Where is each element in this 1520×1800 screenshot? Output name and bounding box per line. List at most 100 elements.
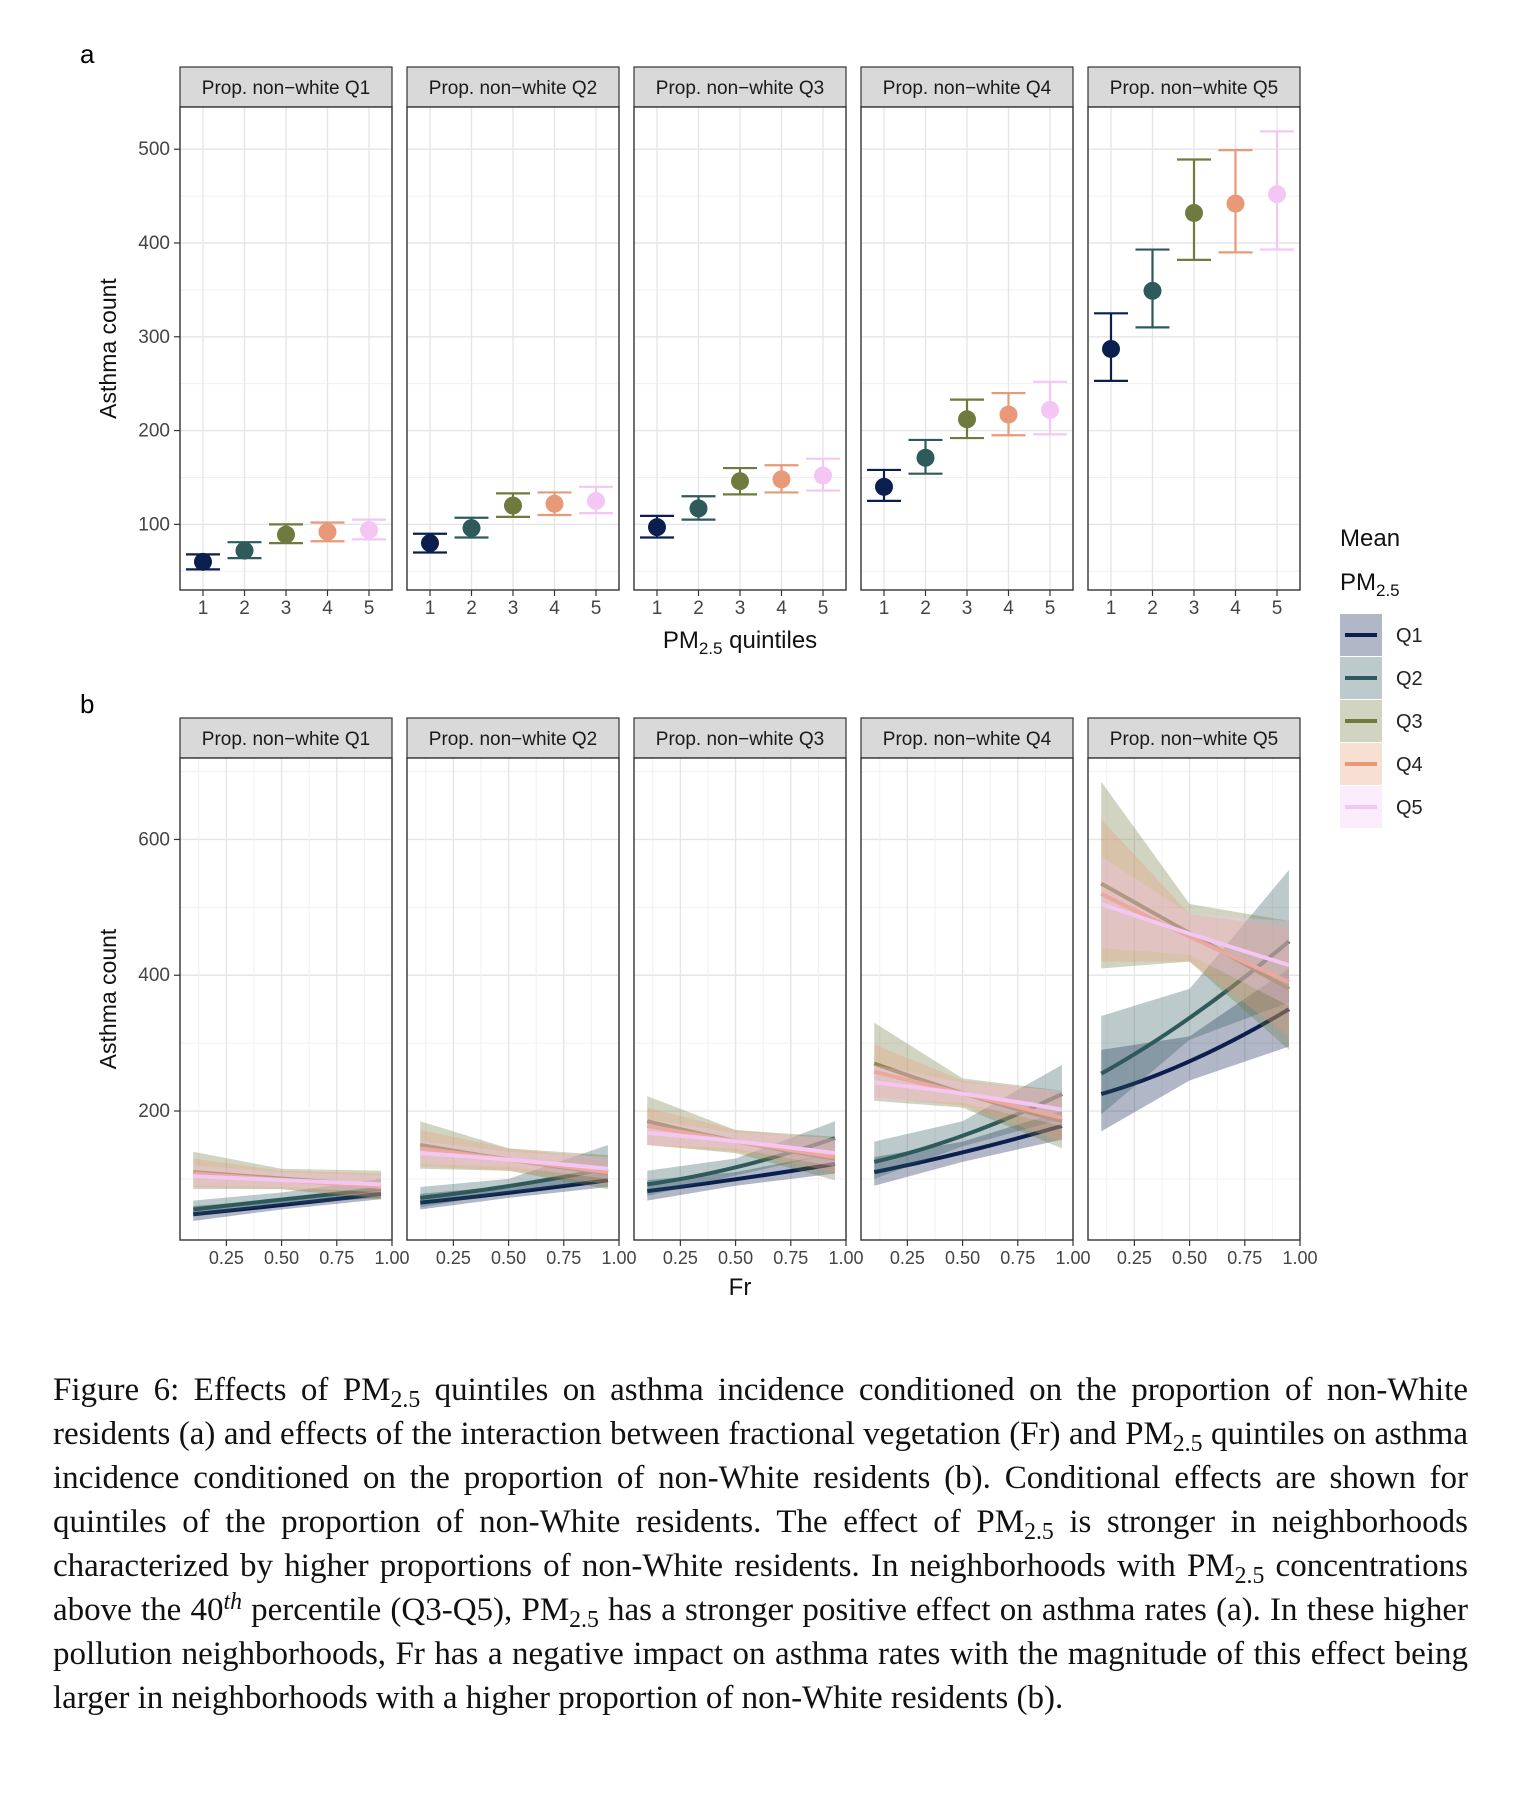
- x-tick-label: 0.25: [209, 1248, 244, 1268]
- panel-b-facet-5: Prop. non−white Q5 0.25 0.50 0.75 1.00: [1087, 717, 1318, 1268]
- confidence-ribbon: [420, 1130, 608, 1185]
- mean-marker: [689, 499, 708, 518]
- series-Q1: [647, 1153, 836, 1201]
- mean-marker: [958, 410, 976, 429]
- x-tick-label: 0.50: [491, 1248, 526, 1268]
- x-tick-label: 0.50: [718, 1248, 753, 1268]
- series-Q5: [647, 1119, 836, 1167]
- x-tick-label: 3: [962, 598, 973, 619]
- fit-line: [420, 1178, 609, 1205]
- mean-marker: [587, 491, 605, 510]
- point-Q1: [413, 532, 447, 554]
- x-tick-label: 5: [364, 598, 375, 619]
- mean-marker: [731, 472, 749, 491]
- legend-item-label: Q5: [1396, 797, 1423, 819]
- confidence-ribbon: [420, 1121, 608, 1190]
- panel-b-facet-4: Prop. non−white Q4 0.25 0.50 0.75 1.00: [860, 717, 1091, 1268]
- fit-line: [1100, 891, 1290, 984]
- x-tick-label: 0.50: [1172, 1248, 1207, 1268]
- y-tick-label: 600: [138, 829, 170, 850]
- series-Q5: [193, 1165, 382, 1193]
- x-tick-label: 4: [776, 598, 787, 619]
- fit-line: [420, 1151, 609, 1171]
- series-Q5: [874, 1064, 1063, 1126]
- confidence-ribbon: [193, 1158, 381, 1198]
- facet-strip-label: Prop. non−white Q3: [656, 78, 824, 99]
- mean-marker: [814, 466, 832, 485]
- y-tick-label: 200: [138, 1101, 170, 1122]
- x-tick-label: 5: [1045, 598, 1056, 619]
- plot-border: [406, 757, 620, 1241]
- x-tick-label: 1: [425, 598, 436, 619]
- point-Q5: [579, 485, 613, 515]
- mean-marker: [1041, 400, 1059, 419]
- y-tick-label: 300: [138, 327, 170, 348]
- x-tick-label: 2: [239, 598, 250, 619]
- point-Q3: [723, 466, 757, 496]
- x-tick-label: 0.25: [890, 1248, 925, 1268]
- x-tick-label: 1: [879, 598, 890, 619]
- facet-strip-label: Prop. non−white Q1: [202, 78, 370, 99]
- fit-line: [1100, 939, 1291, 1076]
- facet-strip-label: Prop. non−white Q5: [1110, 78, 1278, 99]
- x-tick-label: 0.75: [319, 1248, 354, 1268]
- point-Q4: [764, 464, 799, 494]
- legend-item-Q3: Q3: [1340, 700, 1423, 742]
- series-Q2: [193, 1178, 382, 1217]
- series-Q1: [1100, 968, 1290, 1132]
- x-tick-label: 0.75: [546, 1248, 581, 1268]
- x-tick-label: 0.25: [1117, 1248, 1152, 1268]
- series-Q4: [1100, 819, 1290, 1037]
- point-Q3: [269, 523, 303, 545]
- x-tick-label: 1.00: [1055, 1248, 1090, 1268]
- x-tick-label: 3: [508, 598, 519, 619]
- confidence-ribbon: [1101, 819, 1289, 1037]
- series-Q2: [646, 1121, 836, 1196]
- series-Q2: [1100, 870, 1291, 1115]
- facet-strip-label: Prop. non−white Q5: [1110, 729, 1278, 750]
- legend-item-Q5: Q5: [1340, 786, 1423, 828]
- x-tick-label: 1.00: [374, 1248, 409, 1268]
- facet-strip-label: Prop. non−white Q4: [883, 78, 1052, 99]
- mean-marker: [648, 518, 666, 537]
- mean-marker: [1102, 339, 1120, 358]
- fit-line: [193, 1191, 382, 1217]
- point-Q1: [1094, 312, 1128, 382]
- mean-marker: [545, 494, 564, 513]
- plot-border: [860, 757, 1074, 1241]
- legend: Mean PM2.5 Q1 Q2 Q3 Q4 Q5: [1340, 525, 1423, 828]
- fit-line: [647, 1161, 836, 1194]
- confidence-ribbon: [1101, 781, 1289, 1050]
- y-tick-label: 500: [138, 139, 170, 160]
- x-tick-label: 4: [1003, 598, 1014, 619]
- x-axis-title: Fr: [729, 1274, 752, 1300]
- confidence-ribbon: [193, 1151, 381, 1200]
- x-tick-label: 5: [591, 598, 602, 619]
- legend-item-label: Q4: [1396, 754, 1423, 776]
- legend-item-Q4: Q4: [1340, 743, 1423, 785]
- fit-line: [420, 1166, 609, 1200]
- panel-b-facet-3: Prop. non−white Q3 0.25 0.50 0.75 1.00: [633, 717, 864, 1268]
- mean-marker: [916, 448, 935, 467]
- facet-strip: [179, 66, 393, 108]
- figure-caption: Figure 6: Effects of PM2.5 quintiles on …: [53, 1368, 1468, 1720]
- y-axis-title: Asthma count: [95, 278, 121, 419]
- plot-border: [179, 757, 393, 1241]
- mean-marker: [999, 405, 1018, 424]
- x-tick-label: 4: [549, 598, 560, 619]
- legend-item-label: Q1: [1396, 625, 1423, 647]
- fit-line: [193, 1174, 382, 1187]
- point-Q5: [1260, 130, 1294, 251]
- x-tick-label: 4: [1230, 598, 1241, 619]
- mean-marker: [277, 525, 295, 544]
- legend-item-label: Q2: [1396, 668, 1423, 690]
- point-Q5: [806, 457, 840, 492]
- plot-area: [861, 758, 1073, 1240]
- x-tick-label: 2: [466, 598, 477, 619]
- plot-border: [633, 757, 847, 1241]
- plot-area: [180, 758, 392, 1240]
- y-tick-label: 200: [138, 421, 170, 442]
- point-Q1: [867, 468, 901, 503]
- x-tick-label: 3: [281, 598, 292, 619]
- fit-line: [1100, 1007, 1290, 1096]
